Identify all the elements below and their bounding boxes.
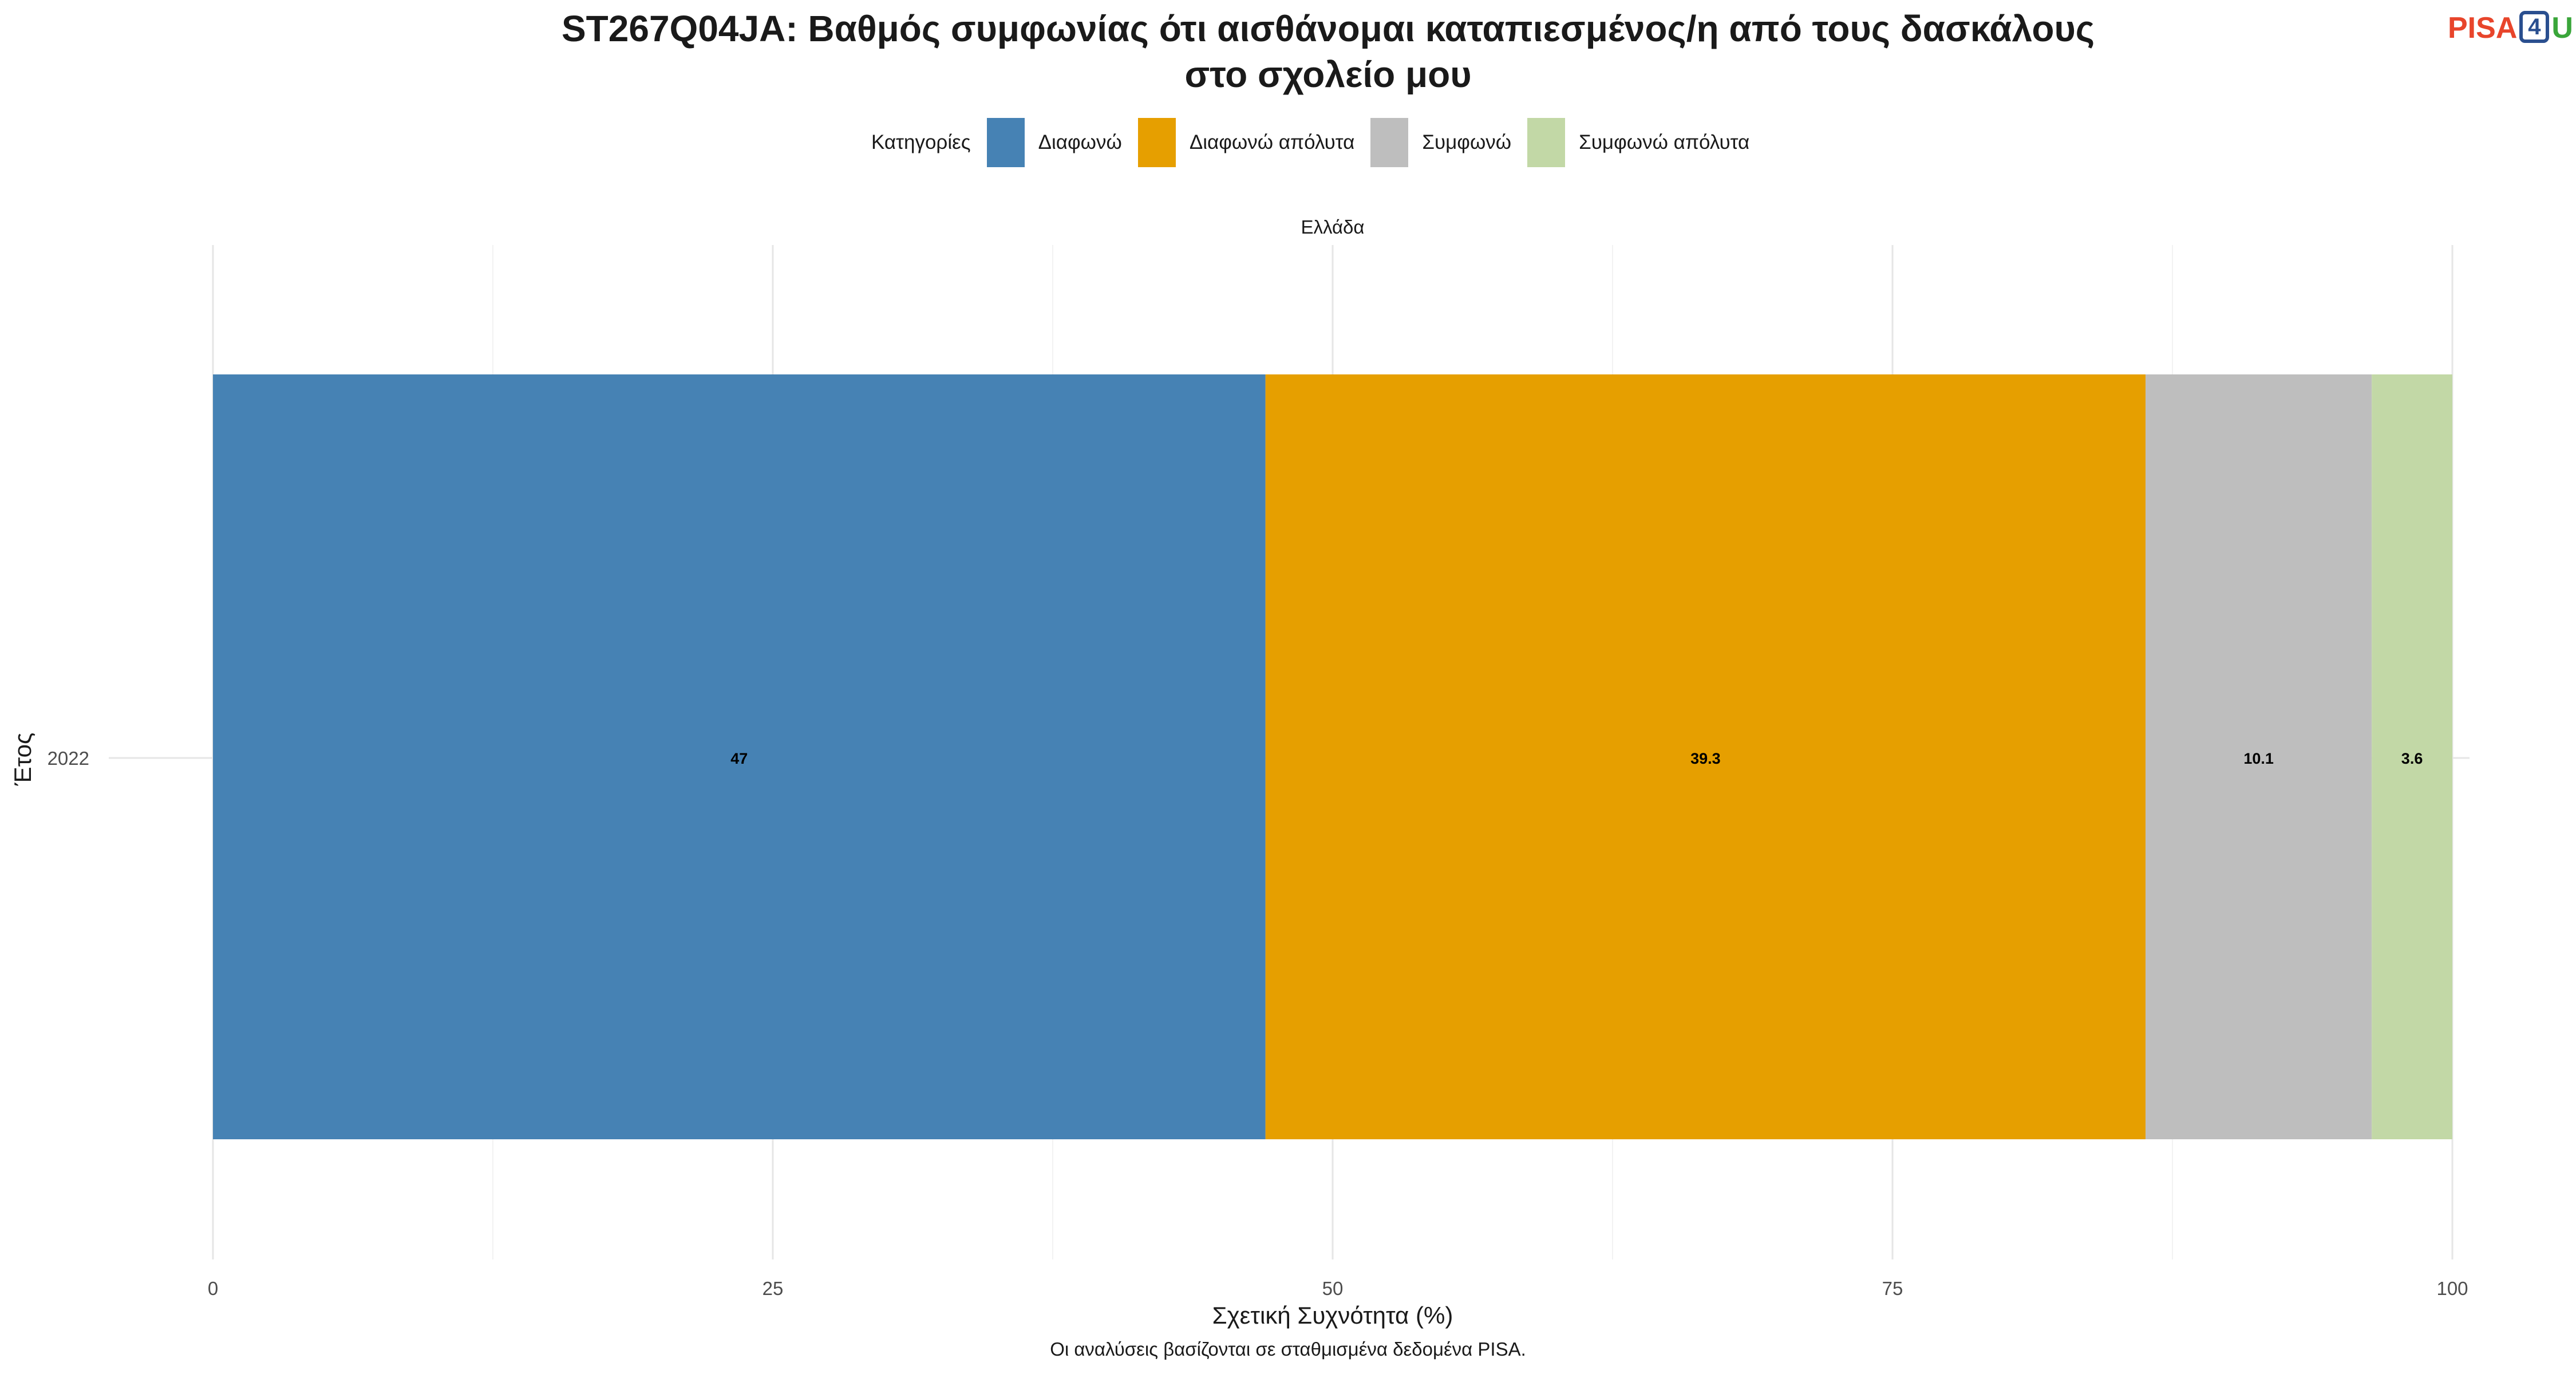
- legend-swatch-symfono-apolyta: [1527, 118, 1566, 167]
- legend-item-symfono-apolyta: Συμφωνώ απόλυτα: [1527, 118, 1749, 167]
- legend-item-diafono: Διαφωνώ: [986, 118, 1122, 167]
- chart-title: ST267Q04JA: Βαθμός συμφωνίας ότι αισθάνο…: [0, 6, 2576, 97]
- chart-caption: Οι αναλύσεις βασίζονται σε σταθμισμένα δ…: [1050, 1339, 1526, 1360]
- x-tick-label: 25: [762, 1278, 784, 1299]
- y-tick-label: 2022: [48, 748, 89, 769]
- legend-swatch-diafono: [986, 118, 1025, 167]
- pisa4u-logo: PISA 4 U: [2448, 8, 2573, 48]
- legend-title: Κατηγορίες: [871, 131, 971, 153]
- legend-label-symfono: Συμφωνώ: [1422, 131, 1512, 153]
- legend-label-symfono-apolyta: Συμφωνώ απόλυτα: [1579, 131, 1750, 153]
- legend-label-diafono: Διαφωνώ: [1038, 131, 1122, 153]
- legend-swatch-symfono: [1370, 118, 1409, 167]
- bar-segment-3: [2146, 374, 2372, 1139]
- bar-segment-1: [213, 374, 1266, 1139]
- bars: [213, 374, 2452, 1139]
- x-tick-label: 0: [208, 1278, 218, 1299]
- x-axis-title: Σχετική Συχνότητα (%): [1212, 1302, 1453, 1329]
- logo-text-pisa: PISA: [2448, 11, 2518, 45]
- x-tick-label: 75: [1882, 1278, 1903, 1299]
- logo-text-u: U: [2551, 11, 2573, 45]
- legend: Κατηγορίες Διαφωνώ Διαφωνώ απόλυτα Συμφω…: [871, 117, 1765, 168]
- logo-text-four: 4: [2519, 11, 2550, 43]
- bar-value-label-2: 39.3: [1690, 750, 1721, 767]
- y-axis-title: Έτος: [9, 733, 36, 787]
- x-tick-labels: 0 25 50 75 100: [208, 1278, 2468, 1299]
- legend-label-diafono-apolyta: Διαφωνώ απόλυτα: [1189, 131, 1355, 153]
- bar-value-label-3: 10.1: [2243, 750, 2274, 767]
- facet-label: Ελλάδα: [1301, 216, 1364, 238]
- legend-swatch-diafono-apolyta: [1137, 118, 1176, 167]
- legend-item-symfono: Συμφωνώ: [1370, 118, 1511, 167]
- bar-value-label-1: 47: [730, 750, 748, 767]
- bar-value-labels: 47 39.3 10.1 3.6: [730, 750, 2423, 767]
- x-tick-label: 100: [2436, 1278, 2468, 1299]
- bar-segment-2: [1265, 374, 2146, 1139]
- bar-value-label-4: 3.6: [2401, 750, 2423, 767]
- bar-segment-4: [2372, 374, 2452, 1139]
- chart-title-line-2: στο σχολείο μου: [1184, 54, 1472, 95]
- legend-item-diafono-apolyta: Διαφωνώ απόλυτα: [1137, 118, 1355, 167]
- chart-title-line-1: ST267Q04JA: Βαθμός συμφωνίας ότι αισθάνο…: [561, 8, 2095, 49]
- x-tick-label: 50: [1322, 1278, 1344, 1299]
